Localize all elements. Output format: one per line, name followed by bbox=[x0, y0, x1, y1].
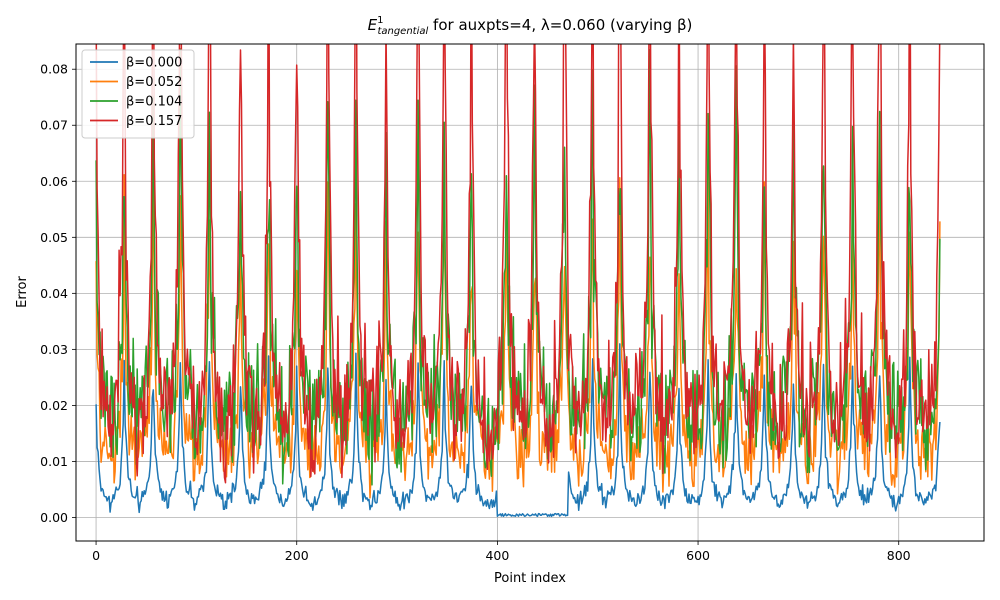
title-rest: for auxpts=4, λ=0.060 (varying β) bbox=[428, 16, 692, 34]
x-axis: 0 200 400 600 800 bbox=[92, 541, 911, 563]
x-tick-label: 600 bbox=[686, 548, 710, 563]
series-line bbox=[95, 343, 941, 518]
y-tick-label: 0.03 bbox=[40, 342, 68, 357]
y-tick-label: 0.00 bbox=[40, 510, 68, 525]
legend-box bbox=[81, 49, 195, 139]
x-tick-label: 800 bbox=[887, 548, 911, 563]
y-tick-label: 0.08 bbox=[40, 62, 68, 77]
x-tick-label: 0 bbox=[92, 548, 100, 563]
series-line bbox=[95, 44, 941, 484]
y-tick-label: 0.05 bbox=[40, 230, 68, 245]
y-tick-label: 0.01 bbox=[40, 454, 68, 469]
title-subscript: tangential bbox=[377, 26, 428, 37]
legend-label: β=0.052 bbox=[126, 75, 182, 90]
x-tick-label: 200 bbox=[285, 548, 309, 563]
y-tick-label: 0.06 bbox=[40, 174, 68, 189]
series-lines bbox=[95, 44, 941, 518]
y-tick-label: 0.02 bbox=[40, 398, 68, 413]
title-symbol: E bbox=[368, 16, 378, 34]
y-tick-label: 0.04 bbox=[40, 286, 68, 301]
title-superscript: 1 bbox=[377, 15, 383, 26]
y-axis: 0.00 0.01 0.02 0.03 0.04 0.05 0.06 0.07 0.08 bbox=[40, 62, 76, 525]
chart-title: E1 tangential for auxpts=4, λ=0.060 (vary… bbox=[368, 15, 693, 37]
legend: β=0.000 β=0.052 β=0.104 β=0.157 bbox=[81, 49, 195, 139]
plot-frame bbox=[75, 43, 985, 542]
x-tick-label: 400 bbox=[485, 548, 509, 563]
legend-label: β=0.000 bbox=[126, 56, 182, 71]
x-axis-label: Point index bbox=[494, 571, 566, 586]
y-tick-label: 0.07 bbox=[40, 118, 68, 133]
legend-label: β=0.104 bbox=[126, 95, 182, 110]
y-axis-label: Error bbox=[15, 276, 30, 308]
legend-label: β=0.157 bbox=[126, 114, 182, 129]
